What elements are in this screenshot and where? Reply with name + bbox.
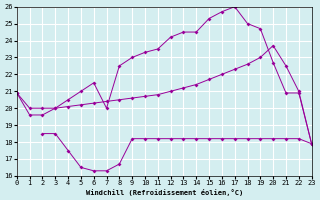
- X-axis label: Windchill (Refroidissement éolien,°C): Windchill (Refroidissement éolien,°C): [85, 189, 243, 196]
